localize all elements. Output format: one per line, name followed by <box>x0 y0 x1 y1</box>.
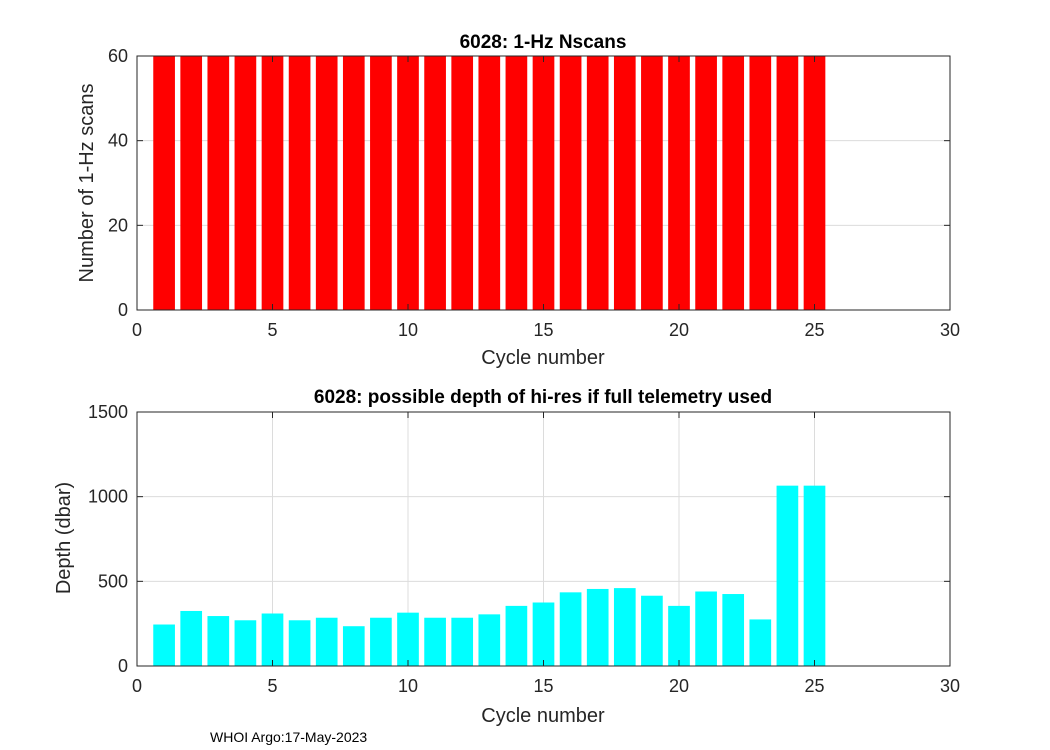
bar <box>234 56 257 310</box>
bar <box>776 56 799 310</box>
bar <box>776 485 799 666</box>
bar <box>397 56 419 310</box>
x-tick-label: 30 <box>940 676 960 696</box>
bar <box>505 605 528 666</box>
bar <box>451 617 474 666</box>
bar <box>342 626 365 666</box>
bar <box>288 56 311 310</box>
y-tick-label: 1000 <box>88 487 128 507</box>
bar <box>803 485 826 666</box>
x-tick-label: 15 <box>533 320 553 340</box>
chart-nscans: 6028: 1-Hz Nscans Cycle number Number of… <box>76 32 960 369</box>
chart-title: 6028: possible depth of hi-res if full t… <box>314 387 772 408</box>
bar <box>261 613 284 666</box>
bar <box>668 605 690 666</box>
chart-title: 6028: 1-Hz Nscans <box>460 32 627 53</box>
bar <box>532 56 555 310</box>
y-tick-label: 1500 <box>88 402 128 422</box>
bar <box>234 620 257 666</box>
x-tick-label: 30 <box>940 320 960 340</box>
bar <box>370 56 392 310</box>
bar <box>505 56 528 310</box>
bar <box>451 56 474 310</box>
x-tick-label: 0 <box>132 320 142 340</box>
y-tick-label: 20 <box>108 215 128 235</box>
y-tick-label: 0 <box>118 300 128 320</box>
bar <box>397 612 419 666</box>
bar <box>478 614 501 666</box>
x-tick-label: 0 <box>132 676 142 696</box>
bar <box>722 594 745 666</box>
x-tick-label: 5 <box>267 320 277 340</box>
y-tick-label: 60 <box>108 46 128 66</box>
bar <box>207 56 230 310</box>
bar <box>424 617 446 666</box>
x-tick-label: 10 <box>398 676 418 696</box>
bar <box>288 620 311 666</box>
chart-depth: 6028: possible depth of hi-res if full t… <box>53 387 960 727</box>
x-tick-label: 10 <box>398 320 418 340</box>
bar <box>613 56 636 310</box>
x-tick-label: 15 <box>533 676 553 696</box>
bar <box>261 56 284 310</box>
bar <box>153 624 175 666</box>
bar <box>695 56 717 310</box>
bar <box>749 56 772 310</box>
bar <box>695 591 717 666</box>
bar <box>180 56 203 310</box>
bar <box>207 616 230 666</box>
x-axis-label: Cycle number <box>481 705 605 727</box>
x-tick-label: 25 <box>804 676 824 696</box>
bars <box>153 56 826 310</box>
x-tick-label: 5 <box>267 676 277 696</box>
bar <box>559 56 582 310</box>
bar <box>559 592 582 666</box>
bar <box>641 56 663 310</box>
bar <box>586 588 609 666</box>
y-tick-label: 40 <box>108 131 128 151</box>
footer-date-stamp: WHOI Argo:17-May-2023 <box>210 729 367 745</box>
y-axis-label: Depth (dbar) <box>53 482 75 594</box>
bar <box>532 602 555 666</box>
bar <box>613 588 636 666</box>
bar <box>315 617 338 666</box>
bars <box>153 485 826 666</box>
x-tick-label: 20 <box>669 320 689 340</box>
bar <box>153 56 175 310</box>
bar <box>424 56 446 310</box>
x-axis-label: Cycle number <box>481 347 605 369</box>
bar <box>722 56 745 310</box>
x-tick-label: 20 <box>669 676 689 696</box>
y-tick-label: 0 <box>118 656 128 676</box>
bar <box>180 610 203 666</box>
y-axis-label: Number of 1-Hz scans <box>76 84 98 283</box>
bar <box>803 56 826 310</box>
bar <box>641 595 663 666</box>
x-tick-label: 25 <box>804 320 824 340</box>
bar <box>749 619 772 666</box>
bar <box>342 56 365 310</box>
bar <box>315 56 338 310</box>
bar <box>478 56 501 310</box>
bar <box>668 56 690 310</box>
bar <box>586 56 609 310</box>
bar <box>370 617 392 666</box>
y-tick-label: 500 <box>98 571 128 591</box>
